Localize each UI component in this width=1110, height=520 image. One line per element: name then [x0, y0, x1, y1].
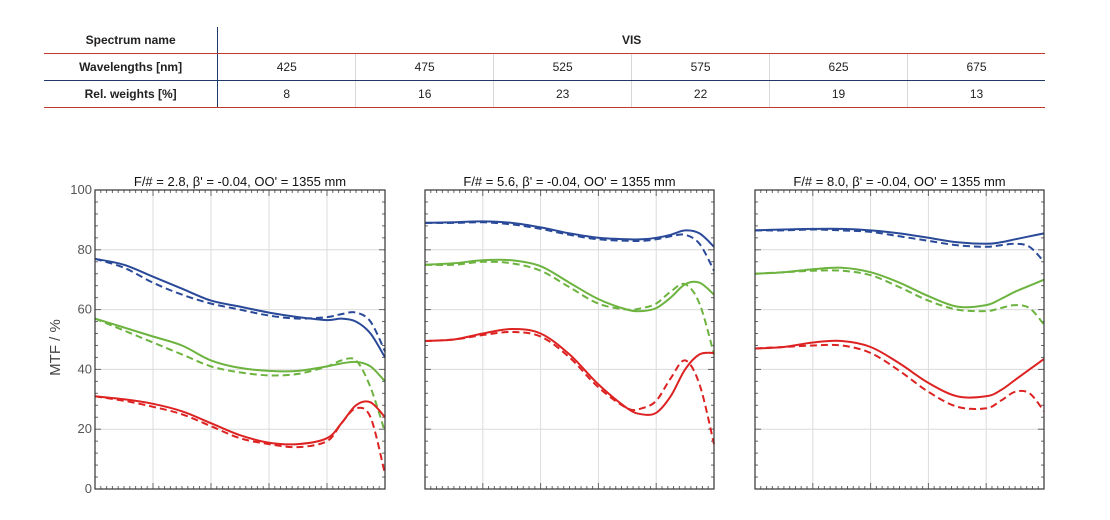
series-line-green-solid: [94, 317, 386, 383]
y-tick-label: 0: [85, 481, 92, 496]
weight-cell: 13: [907, 80, 1045, 108]
series-line-red-solid: [754, 339, 1045, 399]
chart-title: F/# = 8.0, β' = -0.04, OO' = 1355 mm: [793, 174, 1005, 189]
series-line-blue-dashed: [754, 228, 1045, 263]
spectrum-name-label: Spectrum name: [44, 27, 219, 54]
series-line-red-dashed: [424, 330, 715, 445]
weight-cell: 16: [355, 80, 494, 108]
series-line-red-dashed: [754, 343, 1045, 412]
weight-cell: 8: [217, 80, 356, 108]
y-tick-label: 100: [70, 182, 92, 197]
series-line-red-solid: [94, 395, 386, 446]
wavelength-cell: 475: [355, 53, 494, 81]
weight-cell: 23: [493, 80, 632, 108]
chart-title: F/# = 5.6, β' = -0.04, OO' = 1355 mm: [463, 174, 675, 189]
y-tick-label: 20: [78, 421, 92, 436]
wavelength-cell: 675: [907, 53, 1045, 81]
series-line-green-solid: [754, 266, 1045, 309]
series-line-red-dashed: [94, 395, 386, 475]
y-axis-label: MTF / %: [47, 319, 64, 376]
y-tick-label: 40: [78, 361, 92, 376]
series-line-blue-dashed: [94, 257, 386, 352]
wavelength-label: Wavelengths [nm]: [44, 53, 219, 81]
weight-cell: 22: [631, 80, 770, 108]
plot-frame: [424, 189, 715, 490]
series-line-green-dashed: [424, 260, 715, 355]
series-line-blue-solid: [94, 257, 386, 358]
plot-frame: [754, 189, 1045, 490]
wavelength-cell: 425: [217, 53, 356, 81]
chart-title: F/# = 2.8, β' = -0.04, OO' = 1355 mm: [134, 174, 346, 189]
wavelength-cell: 575: [631, 53, 770, 81]
wavelength-row: Wavelengths [nm] 425 475 525 575 625 675: [44, 53, 1045, 81]
weights-label: Rel. weights [%]: [44, 80, 219, 108]
wavelength-cell: 525: [493, 53, 632, 81]
spectrum-row: Spectrum name VIS: [44, 27, 1045, 54]
spectrum-table: Spectrum name VIS Wavelengths [nm] 425 4…: [44, 27, 1045, 108]
series-line-red-solid: [424, 327, 715, 416]
weight-cell: 19: [769, 80, 908, 108]
wavelength-cell: 625: [769, 53, 908, 81]
series-line-green-solid: [424, 258, 715, 313]
plot-frame: [94, 189, 386, 490]
series-line-blue-dashed: [424, 221, 715, 272]
y-tick-label: 60: [78, 302, 92, 317]
series-line-green-dashed: [94, 317, 386, 433]
weights-row: Rel. weights [%] 8 16 23 22 19 13: [44, 80, 1045, 108]
series-line-green-dashed: [754, 269, 1045, 326]
y-tick-label: 80: [78, 242, 92, 257]
spectrum-name-value: VIS: [217, 27, 1045, 54]
